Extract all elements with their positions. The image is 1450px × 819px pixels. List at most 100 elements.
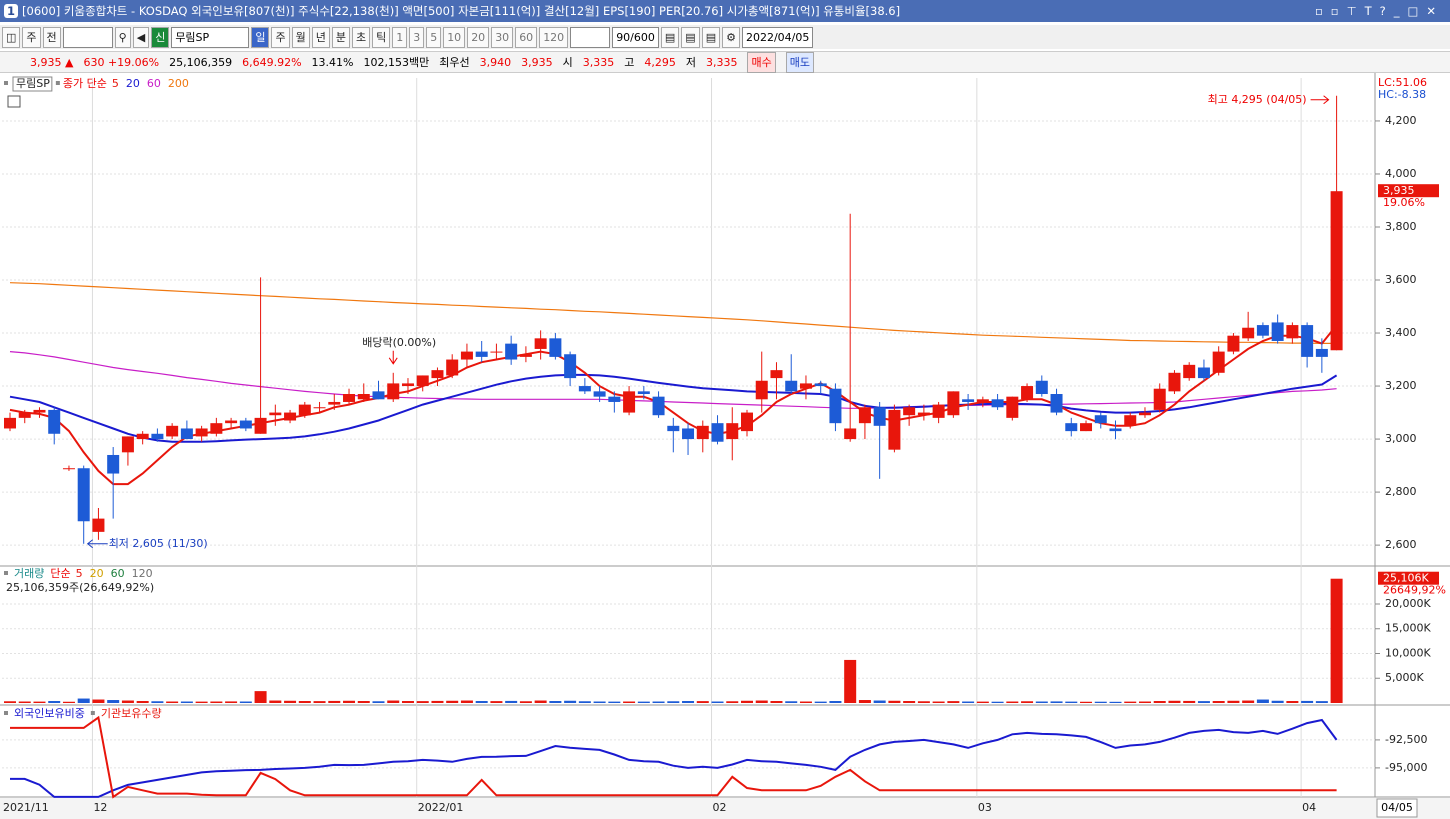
legend-entry: 20: [126, 77, 140, 90]
arrow: [86, 539, 108, 549]
candle-body: [1301, 325, 1314, 357]
number-button[interactable]: 30: [491, 26, 514, 48]
stock-name[interactable]: 무림SP: [171, 26, 250, 48]
legend-entry: 60: [147, 77, 161, 90]
number-button[interactable]: 20: [467, 26, 490, 48]
volume-bar: [1227, 700, 1240, 703]
volume-bar: [608, 701, 621, 703]
candle-body: [785, 380, 798, 392]
legend-box: [12, 76, 53, 92]
candle-body: [18, 412, 31, 418]
candle-body: [166, 425, 179, 437]
volume-bar: [1286, 701, 1299, 703]
period-button[interactable]: 전: [42, 26, 61, 48]
volume-bar: [328, 700, 341, 703]
code-input[interactable]: 001810: [62, 26, 113, 48]
sell-button[interactable]: 매도: [785, 51, 814, 73]
number-button[interactable]: 60: [515, 26, 538, 48]
candle-body: [755, 380, 768, 400]
number-button[interactable]: 120: [539, 26, 569, 48]
title-bar: 1 [0600] 키움종합차트 - KOSDAQ 외국인보유[807(천)] 주…: [0, 0, 1450, 22]
candle-body: [726, 423, 739, 440]
interval-button[interactable]: 초: [351, 26, 371, 48]
candle-body: [239, 420, 252, 429]
new-badge[interactable]: 신: [151, 26, 170, 48]
menu-icon[interactable]: ◫: [2, 26, 21, 48]
interval-button[interactable]: 틱: [372, 26, 391, 48]
window-controls[interactable]: ▫▫⊤T?_□✕: [1315, 4, 1444, 18]
volume-bar: [593, 701, 606, 703]
settings-icon[interactable]: [7, 95, 21, 108]
volume-bar: [1315, 701, 1328, 703]
y-tick-label: 20,000K: [1385, 597, 1431, 610]
tool-icon[interactable]: ▤: [681, 26, 700, 48]
interval-button[interactable]: 일: [251, 26, 270, 48]
count-input[interactable]: 90/600: [612, 26, 659, 48]
period-button[interactable]: 주: [22, 26, 41, 48]
sound-icon[interactable]: ◀: [132, 26, 150, 48]
interval-button[interactable]: 주: [271, 26, 290, 48]
date-input[interactable]: 2022/04/05: [741, 26, 814, 48]
volume-bar: [62, 701, 75, 703]
volume-bar: [976, 701, 989, 703]
legend-marker: [90, 711, 95, 715]
dropdown[interactable]: [570, 26, 611, 48]
candle-body: [1138, 412, 1151, 416]
candle-body: [667, 425, 680, 432]
candle-body: [549, 338, 562, 357]
legend-name: 거래량: [14, 567, 44, 580]
change: 630 +19.06%: [83, 55, 160, 69]
high-label: 고: [624, 56, 635, 69]
y-tick-label: 5,000K: [1385, 671, 1424, 684]
tool-icon[interactable]: ⚙: [722, 26, 740, 48]
volume-info: 25,106,359주(26,649,92%): [6, 581, 154, 594]
volume-bar: [210, 701, 223, 703]
interval-button[interactable]: 분: [331, 26, 350, 48]
volume-bar: [1080, 701, 1093, 703]
candle-body: [1035, 380, 1048, 395]
volume-bar: [1094, 701, 1107, 703]
arrow: [1310, 95, 1330, 105]
y-tick-label: 3,200: [1385, 379, 1417, 392]
toolbar: ◫ 주 전 001810 ⚲ ◀ 신 무림SP 일 주 월 년 분 초 틱 1 3 5 10 20 30 60 120 90/…: [0, 25, 1450, 49]
tool-icon[interactable]: ▤: [660, 26, 680, 48]
y-tick-label: 3,000: [1385, 432, 1417, 445]
price: 3,935 ▲: [30, 55, 74, 69]
volume-bar: [284, 700, 297, 703]
candle-body: [298, 404, 311, 416]
interval-button[interactable]: 월: [291, 26, 310, 48]
best-label: 최우선: [439, 56, 470, 69]
volume-bar: [1212, 701, 1225, 703]
volume-bar: [932, 701, 945, 703]
volume-bar: [623, 701, 636, 703]
search-icon[interactable]: ⚲: [114, 26, 131, 48]
volume-bar: [1256, 699, 1269, 703]
volume-bar: [696, 701, 709, 703]
candle-body: [1256, 325, 1269, 336]
candle-body: [1168, 372, 1181, 392]
candle-body: [564, 354, 577, 379]
interval-button[interactable]: 년: [311, 26, 330, 48]
volume-bar: [1050, 701, 1063, 703]
buy-button[interactable]: 매수: [747, 51, 776, 73]
volume-bar: [1109, 701, 1122, 703]
candle-body: [962, 399, 975, 402]
number-button[interactable]: 3: [409, 26, 425, 48]
number-button[interactable]: 5: [426, 26, 442, 48]
ma-line: [9, 373, 1338, 443]
volume-bar: [1006, 701, 1019, 703]
volume-bar: [225, 701, 238, 703]
candle-body: [195, 428, 208, 437]
y-tick-label: 4,000: [1385, 167, 1417, 180]
volume-bar: [564, 700, 577, 703]
candle-body: [33, 409, 46, 413]
x-tick-label: 04: [1302, 801, 1316, 814]
number-button[interactable]: 1: [392, 26, 408, 48]
volume-bar: [1153, 701, 1166, 703]
candle-body: [313, 407, 326, 409]
number-button[interactable]: 10: [443, 26, 466, 48]
volume-bar: [475, 701, 488, 703]
volume-bar: [711, 701, 724, 703]
series-line: [10, 718, 1338, 798]
tool-icon[interactable]: ▤: [701, 26, 721, 48]
